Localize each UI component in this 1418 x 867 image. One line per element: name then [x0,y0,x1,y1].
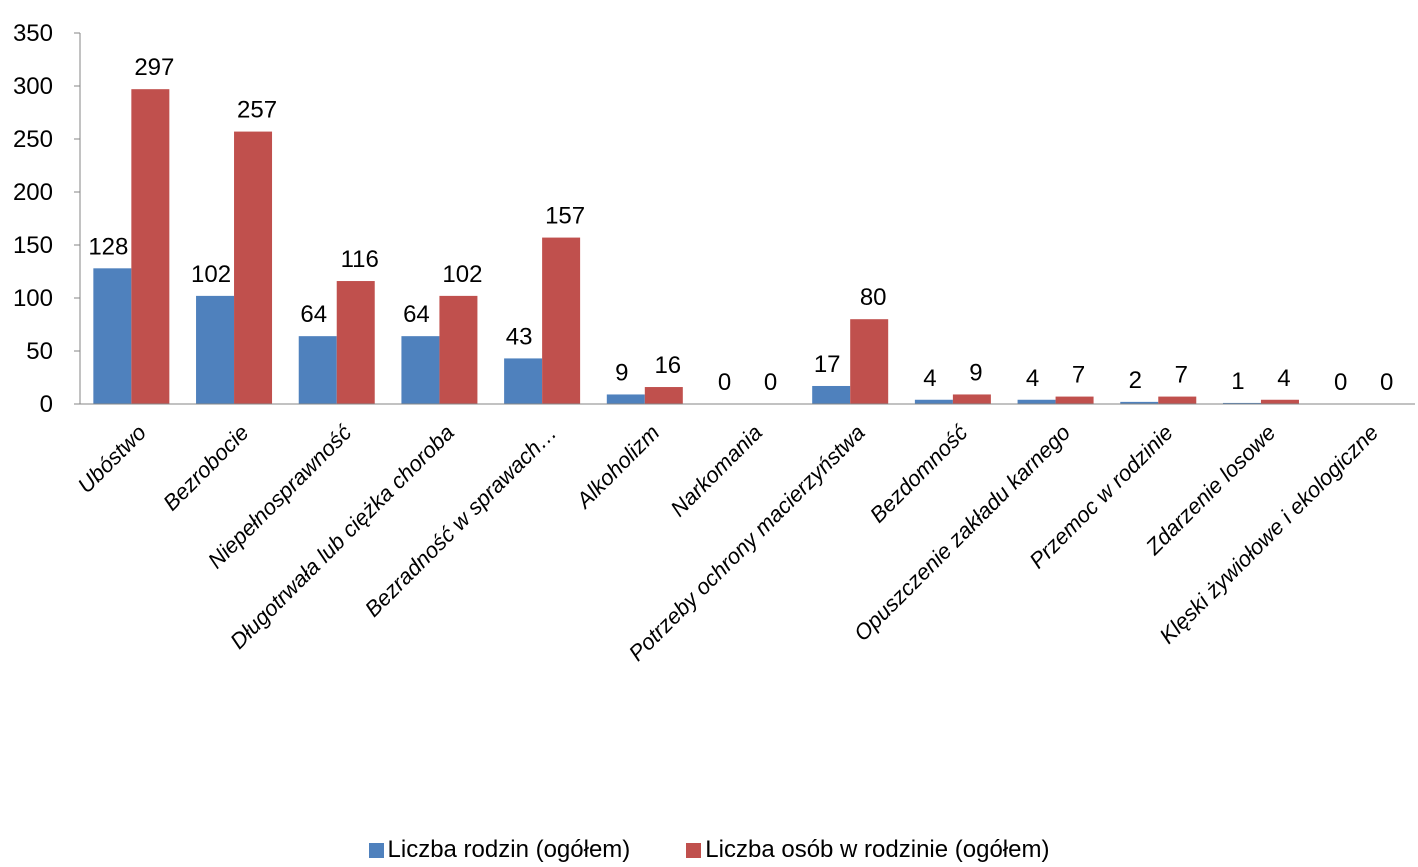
data-label-series-2: 116 [341,246,379,273]
data-label-series-2: 297 [134,54,174,81]
data-label-series-2: 9 [969,359,982,386]
data-label-series-1: 128 [88,233,128,260]
data-label-series-1: 9 [615,359,628,386]
bar-series-1 [1120,401,1159,404]
y-tick-label: 0 [40,391,53,418]
bar-series-2 [542,237,581,404]
data-label-series-2: 157 [545,203,585,230]
x-tick-label: Narkomania [665,420,767,522]
bar-series-2 [1055,396,1094,404]
x-tick-label: Bezrobocie [158,420,254,516]
data-label-series-2: 80 [860,284,887,311]
x-tick-label: Klęski żywiołowe i ekologiczne [1155,420,1384,649]
x-axis: Ubóstwo BezrobocieNiepełnosprawnośćDługot… [73,403,1415,666]
data-label-series-1: 4 [1026,365,1039,392]
data-label-series-1: 1 [1231,368,1244,395]
bar-series-2 [131,89,170,405]
data-label-series-2: 102 [442,261,482,288]
y-tick-label: 250 [13,126,53,153]
data-label-series-2: 7 [1072,362,1085,389]
y-tick-label: 50 [26,338,53,365]
bar-series-1 [1017,399,1056,404]
bar-series-1 [298,336,337,404]
bar-series-1 [196,295,235,404]
bar-series-2 [1260,399,1299,404]
bar-series-1 [606,394,645,404]
x-tick-label: Bezdomność [865,420,973,528]
data-label-series-2: 0 [1380,369,1393,396]
bar-series-1 [401,336,440,404]
legend: Liczba rodzin (ogółem) Liczba osób w rod… [0,836,1418,864]
bar-series-2 [336,281,375,404]
x-tick-label: Opuszczenie zakładu karnego [849,420,1075,646]
bar-series-2 [234,131,273,404]
legend-label-series-1: Liczba rodzin (ogółem) [387,836,631,863]
y-tick-label: 350 [13,20,53,47]
y-tick-label: 150 [13,232,53,259]
legend-item-series-1: Liczba rodzin (ogółem) [368,836,631,864]
data-label-series-1: 64 [300,301,327,328]
bars [93,89,1299,405]
data-label-series-1: 102 [191,261,231,288]
bar-series-1 [1222,402,1261,404]
legend-swatch-series-2 [686,842,702,858]
legend-item-series-2: Liczba osób w rodzinie (ogółem) [686,836,1049,864]
data-label-series-2: 0 [764,369,777,396]
x-tick-label: Ubóstwo [73,420,151,498]
data-label-series-1: 4 [923,365,936,392]
bar-series-1 [812,385,851,404]
bar-series-2 [1158,396,1197,404]
bar-series-1 [504,358,543,404]
bar-series-2 [439,295,478,404]
data-label-series-2: 7 [1175,362,1188,389]
bar-series-2 [644,387,683,404]
legend-swatch-series-1 [368,842,384,858]
data-label-series-1: 17 [814,351,841,378]
y-tick-label: 100 [13,285,53,312]
data-label-series-2: 257 [237,97,277,124]
data-label-series-2: 4 [1277,365,1290,392]
x-tick-label: Bezradność w sprawach… [360,420,562,622]
data-label-series-1: 0 [1334,369,1347,396]
y-tick-label: 300 [13,73,53,100]
bar-series-1 [93,268,132,404]
x-tick-label: Alkoholizm [570,420,664,514]
y-tick-label: 200 [13,179,53,206]
y-axis: 0 50 100 150 200 250 300 350 [13,20,81,418]
bar-series-2 [850,319,889,404]
bar-series-2 [952,394,991,404]
data-label-series-1: 43 [506,323,533,350]
data-label-series-2: 16 [654,352,681,379]
bar-series-1 [914,399,953,404]
x-tick-label: Długotrwała lub ciężka choroba [225,420,459,654]
data-label-series-1: 64 [403,301,430,328]
data-label-series-1: 2 [1129,367,1142,394]
legend-label-series-2: Liczba osób w rodzinie (ogółem) [705,836,1050,863]
data-label-series-1: 0 [718,369,731,396]
